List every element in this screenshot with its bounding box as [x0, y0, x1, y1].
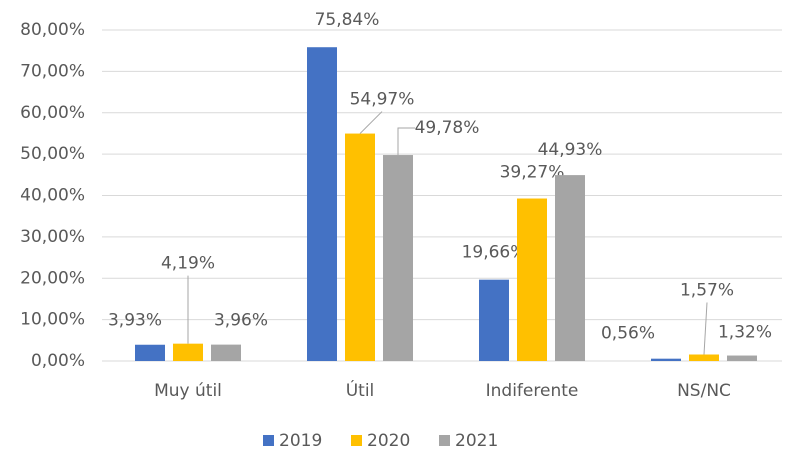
bar — [307, 47, 337, 361]
y-tick-label: 10,00% — [20, 310, 85, 330]
value-label: 44,93% — [538, 140, 603, 160]
bar — [727, 355, 757, 361]
bar — [383, 155, 413, 361]
leader-line — [359, 111, 383, 134]
value-label: 1,32% — [718, 323, 772, 343]
value-label: 49,78% — [415, 118, 480, 138]
x-tick-label: NS/NC — [677, 381, 731, 401]
legend-label: 2020 — [367, 431, 410, 451]
y-tick-label: 80,00% — [20, 20, 85, 40]
value-label: 3,96% — [214, 311, 268, 331]
bar — [211, 344, 241, 361]
bar — [135, 344, 165, 361]
bar — [479, 279, 509, 361]
legend-label: 2021 — [455, 431, 498, 451]
y-tick-label: 30,00% — [20, 227, 85, 247]
leader-line — [703, 302, 708, 355]
value-label: 3,93% — [108, 311, 162, 331]
legend-swatch — [439, 435, 450, 446]
legend-swatch — [263, 435, 274, 446]
bar — [517, 198, 547, 361]
bar — [555, 175, 585, 361]
value-label: 54,97% — [350, 90, 415, 110]
bar — [345, 133, 375, 361]
y-tick-label: 20,00% — [20, 268, 85, 288]
bar — [173, 343, 203, 361]
y-tick-label: 0,00% — [31, 351, 85, 371]
y-tick-label: 40,00% — [20, 186, 85, 206]
x-tick-label: Indiferente — [486, 381, 579, 401]
y-tick-label: 70,00% — [20, 61, 85, 81]
y-tick-label: 60,00% — [20, 103, 85, 123]
value-label: 1,57% — [680, 281, 734, 301]
value-label: 19,66% — [462, 243, 527, 263]
bar — [689, 354, 719, 361]
value-label: 75,84% — [315, 10, 380, 30]
x-tick-label: Muy útil — [154, 381, 222, 401]
value-label: 4,19% — [161, 254, 215, 274]
leader-line — [397, 127, 415, 156]
legend-label: 2019 — [279, 431, 322, 451]
y-tick-label: 50,00% — [20, 144, 85, 164]
x-tick-label: Útil — [346, 379, 375, 401]
value-label: 39,27% — [500, 163, 565, 183]
value-label: 0,56% — [601, 324, 655, 344]
bar — [651, 358, 681, 361]
legend-swatch — [351, 435, 362, 446]
